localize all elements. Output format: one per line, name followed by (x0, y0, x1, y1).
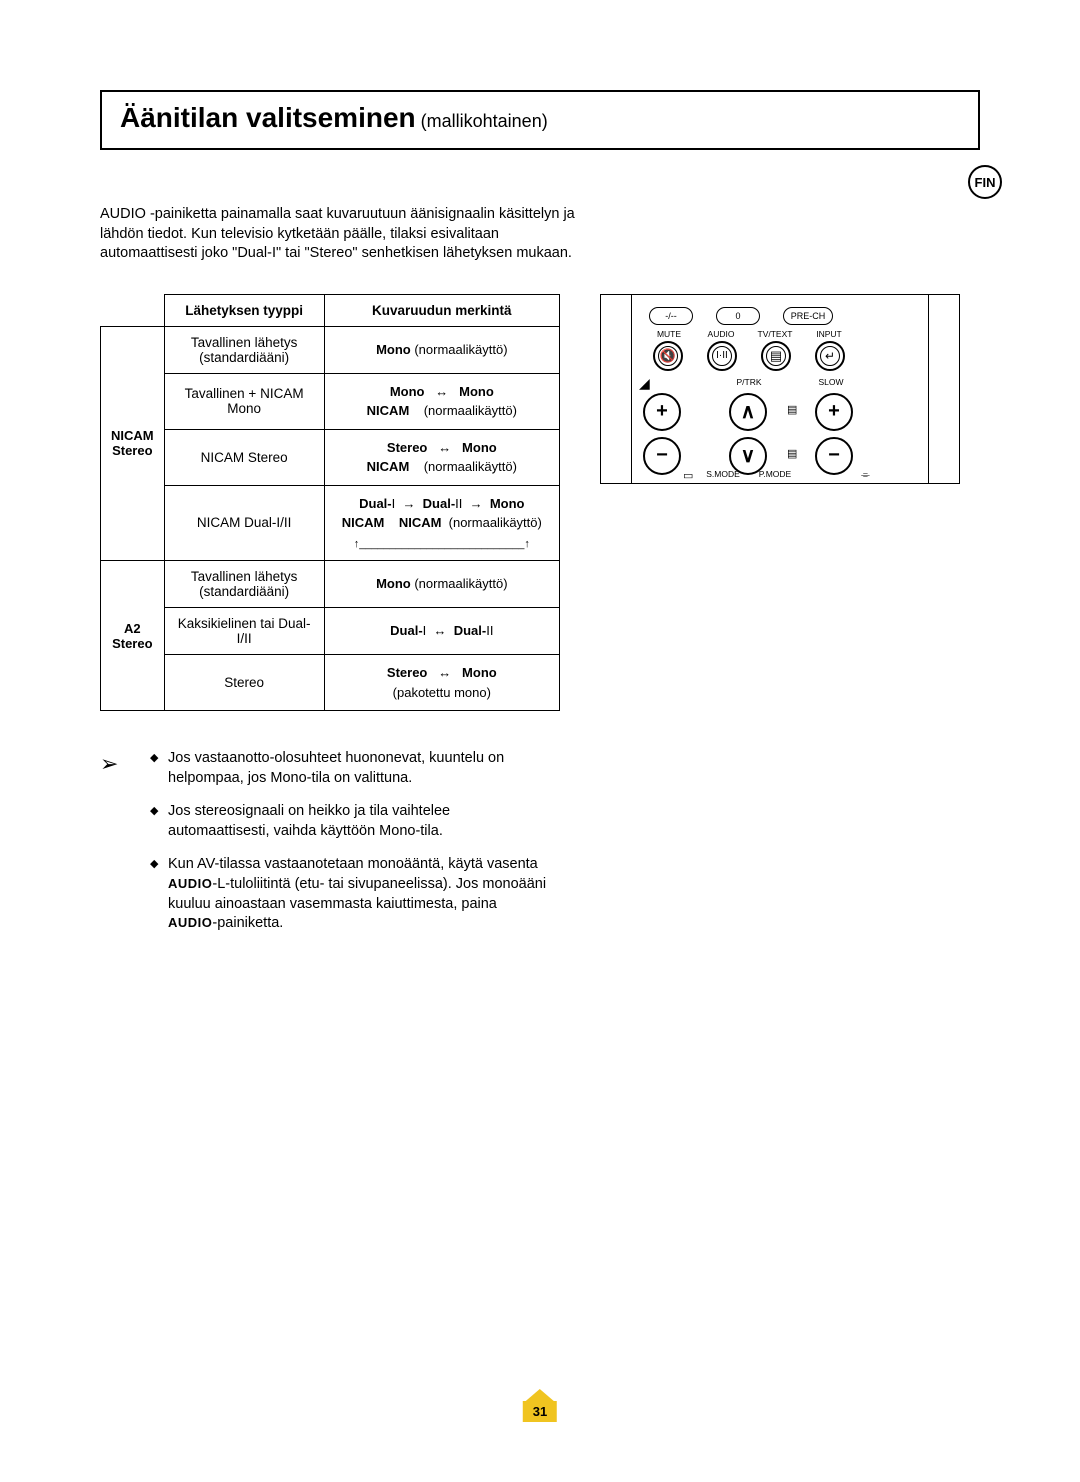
note-item: Kun AV-tilassa vastaanotetaan monoääntä,… (150, 855, 550, 933)
remote-btn-tvtext: ▤ (761, 341, 791, 371)
page-content: Äänitilan valitseminen (mallikohtainen) … (100, 90, 980, 948)
remote-label-input: INPUT (809, 329, 849, 339)
cell-display: Mono (normaalikäyttö) (324, 561, 559, 608)
page-title-box: Äänitilan valitseminen (mallikohtainen) (100, 90, 980, 150)
teletext-small-icon-1: ▤ (787, 403, 797, 416)
col-header-type: Lähetyksen tyyppi (164, 294, 324, 326)
col-header-display: Kuvaruudun merkintä (324, 294, 559, 326)
audio-mode-table: Lähetyksen tyyppi Kuvaruudun merkintä NI… (100, 294, 560, 712)
page-subtitle: (mallikohtainen) (416, 111, 548, 131)
cell-type: Kaksikielinen tai Dual-I/II (164, 608, 324, 655)
teletext-small-icon-2: ▤ (787, 447, 797, 460)
row-group-label: NICAMStereo (101, 326, 165, 561)
page-number: 31 (523, 1401, 557, 1422)
table-row: A2StereoTavallinen lähetys(standardiääni… (101, 561, 560, 608)
row-group-label: A2Stereo (101, 561, 165, 711)
remote-label-audio: AUDIO (701, 329, 741, 339)
remote-label-smode: S.MODE (701, 469, 745, 479)
remote-btn-vol-down: − (643, 437, 681, 475)
audio-icon: I·II (716, 350, 728, 361)
note-item: Jos stereosignaali on heikko ja tila vai… (150, 802, 550, 841)
remote-illustration: -/-- 0 PRE-CH MUTE AUDIO TV/TEXT INPUT 🔇… (600, 294, 960, 484)
table-row: StereoStereo ↔ Mono(pakotettu mono) (101, 655, 560, 711)
bottom-icon-2: ⌯ (861, 469, 870, 482)
cell-display: Dual-I ↔ Dual-II (324, 608, 559, 655)
table-row: NICAMStereoTavallinen lähetys(standardiä… (101, 326, 560, 373)
remote-btn-dash: -/-- (649, 307, 693, 325)
cell-type: Tavallinen + NICAMMono (164, 373, 324, 429)
cell-type: Tavallinen lähetys(standardiääni) (164, 326, 324, 373)
intro-paragraph: AUDIO -painiketta painamalla saat kuvaru… (100, 205, 600, 264)
remote-btn-audio: I·II (707, 341, 737, 371)
remote-label-ptrk: P/TRK (729, 377, 769, 387)
cell-display: Stereo ↔ Mono(pakotettu mono) (324, 655, 559, 711)
remote-label-tvtext: TV/TEXT (753, 329, 797, 339)
input-icon: ↵ (825, 349, 835, 363)
table-row: NICAM Dual-I/IIDual-I → Dual-II → MonoNI… (101, 485, 560, 561)
remote-btn-zero: 0 (716, 307, 760, 325)
note-item: Jos vastaanotto-olosuhteet huononevat, k… (150, 749, 550, 788)
notes-section: ➢ Jos vastaanotto-olosuhteet huononevat,… (100, 749, 550, 934)
remote-label-mute: MUTE (649, 329, 689, 339)
remote-label-pmode: P.MODE (753, 469, 797, 479)
cell-type: NICAM Stereo (164, 429, 324, 485)
mute-icon: 🔇 (660, 348, 676, 364)
table-row: NICAM StereoStereo ↔ MonoNICAM (normaali… (101, 429, 560, 485)
cell-display: Mono (normaalikäyttö) (324, 326, 559, 373)
remote-label-slow: SLOW (811, 377, 851, 387)
remote-btn-prech: PRE-CH (783, 307, 833, 325)
cell-type: Stereo (164, 655, 324, 711)
chevron-down-icon: ∨ (741, 443, 756, 468)
bottom-icon-1: ▭ (683, 469, 693, 482)
chevron-up-icon: ∧ (741, 399, 756, 424)
cell-display: Mono ↔ MonoNICAM (normaalikäyttö) (324, 373, 559, 429)
table-row: Kaksikielinen tai Dual-I/IIDual-I ↔ Dual… (101, 608, 560, 655)
pointer-icon: ➢ (100, 749, 118, 779)
remote-btn-mute: 🔇 (653, 341, 683, 371)
page-title: Äänitilan valitseminen (120, 102, 416, 133)
remote-btn-vol-up: + (643, 393, 681, 431)
teletext-icon: ▤ (770, 348, 782, 364)
cell-display: Dual-I → Dual-II → MonoNICAM NICAM (norm… (324, 485, 559, 561)
remote-btn-ch-down: − (815, 437, 853, 475)
cell-type: Tavallinen lähetys(standardiääni) (164, 561, 324, 608)
cell-display: Stereo ↔ MonoNICAM (normaalikäyttö) (324, 429, 559, 485)
remote-btn-up: ∧ (729, 393, 767, 431)
vol-up-icon: ◢ (639, 375, 650, 392)
table-row: Tavallinen + NICAMMonoMono ↔ MonoNICAM (… (101, 373, 560, 429)
remote-btn-ch-up: + (815, 393, 853, 431)
remote-btn-input: ↵ (815, 341, 845, 371)
cell-type: NICAM Dual-I/II (164, 485, 324, 561)
